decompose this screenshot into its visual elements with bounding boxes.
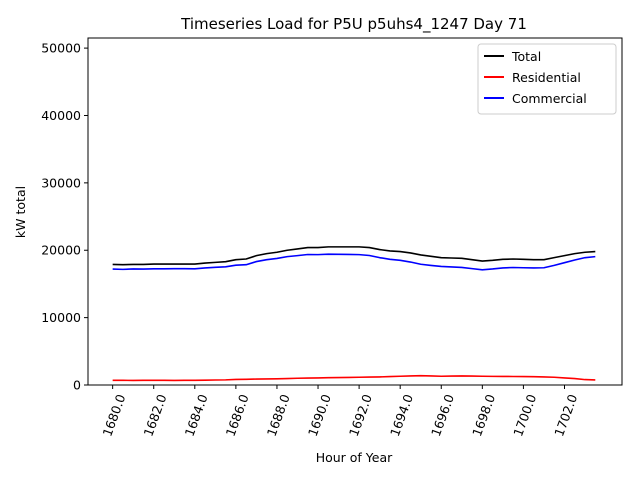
y-tick-label: 30000 xyxy=(41,175,81,190)
x-axis-label: Hour of Year xyxy=(316,450,393,465)
y-tick-label: 50000 xyxy=(41,41,81,56)
series-line-residential xyxy=(112,374,596,382)
legend-label-total: Total xyxy=(511,49,541,64)
legend-label-commercial: Commercial xyxy=(512,91,587,106)
plot-frame xyxy=(87,37,623,386)
series-lines-layer xyxy=(112,246,596,382)
y-axis-ticks: 0 10000 20000 30000 40000 50000 xyxy=(41,41,88,393)
y-tick-label: 0 xyxy=(73,378,81,393)
y-tick-label: 40000 xyxy=(41,108,81,123)
series-line-total xyxy=(112,246,596,266)
y-tick-label: 10000 xyxy=(41,310,81,325)
legend-box xyxy=(477,43,617,115)
legend: Total Residential Commercial xyxy=(477,43,617,115)
series-line-commercial xyxy=(112,253,596,271)
y-tick-label: 20000 xyxy=(41,243,81,258)
chart-title: Timeseries Load for P5U p5uhs4_1247 Day … xyxy=(180,15,527,34)
y-axis-label: kW total xyxy=(13,186,28,238)
legend-label-residential: Residential xyxy=(512,70,581,85)
